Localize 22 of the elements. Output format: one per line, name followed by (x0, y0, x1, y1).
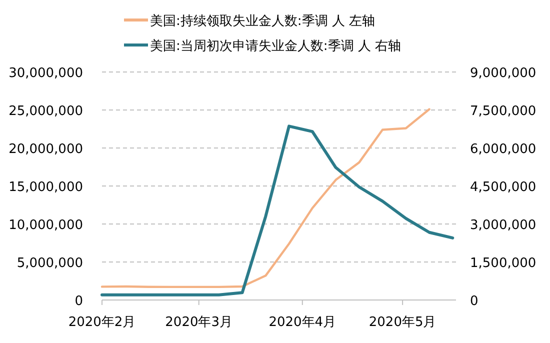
legend-label: 美国:持续领取失业金人数:季调 人 左轴 (150, 13, 376, 29)
y-tick-label: 5,000,000 (16, 256, 83, 271)
y-tick-label: 15,000,000 (8, 180, 83, 195)
y2-tick-label: 3,000,000 (470, 218, 536, 233)
y2-tick-label: 0 (470, 294, 478, 309)
y2-tick-label: 9,000,000 (470, 66, 536, 81)
y-tick-label: 30,000,000 (8, 66, 83, 81)
y2-tick-label: 4,500,000 (470, 180, 536, 195)
x-tick-label: 2020年2月 (68, 315, 136, 330)
y-tick-label: 25,000,000 (8, 104, 83, 119)
line-series (100, 108, 430, 288)
x-tick-label: 2020年4月 (268, 315, 336, 330)
y2-tick-label: 7,500,000 (470, 104, 536, 119)
y-tick-label: 0 (74, 294, 83, 309)
y2-tick-label: 1,500,000 (470, 256, 536, 271)
y-tick-label: 10,000,000 (8, 218, 83, 233)
y-tick-label: 20,000,000 (8, 142, 83, 157)
x-tick-label: 2020年3月 (165, 315, 233, 330)
legend-label: 美国:当周初次申请失业金人数:季调 人 右轴 (150, 38, 402, 54)
line-series (100, 124, 454, 296)
y2-tick-label: 6,000,000 (470, 142, 536, 157)
x-tick-label: 2020年5月 (368, 315, 436, 330)
